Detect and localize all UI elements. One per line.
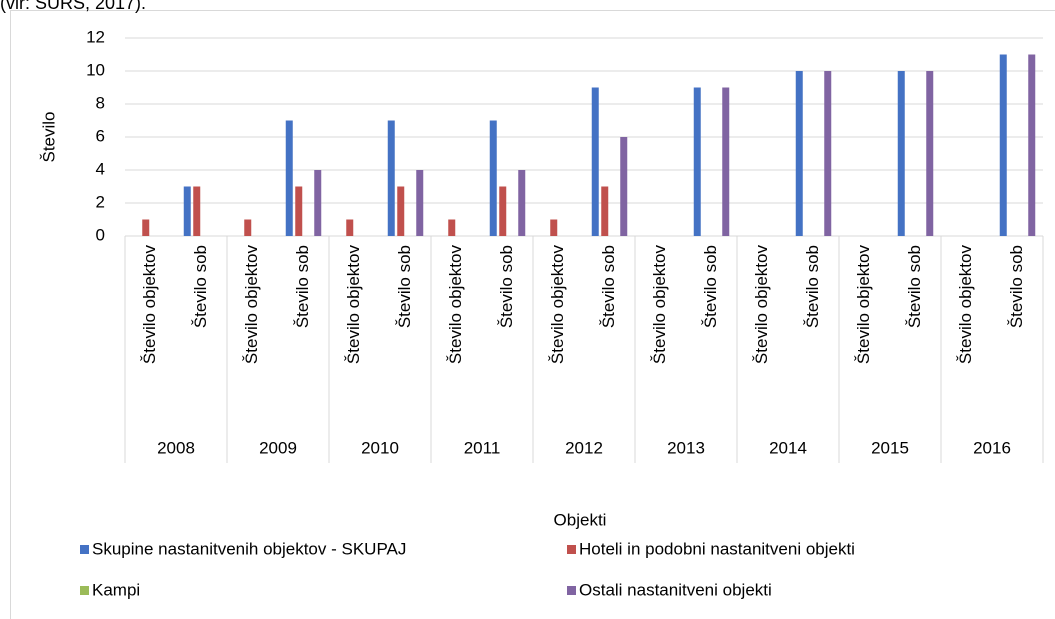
bar [448,219,456,236]
group-label: 2013 [667,438,705,457]
x-tick-label: Število sob [191,245,210,328]
x-tick-label: Število objektov [344,245,363,365]
bar [499,186,507,236]
legend-swatch [567,586,576,595]
bar [346,219,354,236]
bar [489,120,497,236]
bar [518,170,526,236]
y-tick-label: 4 [96,159,105,178]
x-tick-label: Število objektov [650,245,669,365]
legend-swatch [80,586,89,595]
x-tick-label: Število objektov [140,245,159,365]
bar [314,170,322,236]
legend-label: Kampi [92,580,140,599]
bar [295,186,303,236]
x-tick-label: Število objektov [752,245,771,365]
bar [824,71,832,236]
group-label: 2011 [464,438,501,457]
y-tick-label: 10 [86,60,105,79]
group-label: 2016 [973,438,1011,457]
group-label: 2008 [157,438,195,457]
legend-swatch [567,545,576,554]
x-tick-label: Število sob [905,245,924,328]
legend-label: Hoteli in podobni nastanitveni objekti [579,539,855,558]
bar [416,170,424,236]
bar [550,219,558,236]
legend-swatch [80,545,89,554]
x-tick-label: Število sob [395,245,414,328]
y-tick-label: 6 [96,126,105,145]
x-tick-label: Število sob [803,245,822,328]
y-tick-label: 0 [96,225,105,244]
group-label: 2009 [259,438,297,457]
x-tick-label: Število objektov [548,245,567,365]
bar [601,186,609,236]
bar [193,186,201,236]
y-tick-label: 2 [96,192,105,211]
x-tick-label: Število objektov [956,245,975,365]
chart-frame [10,10,1055,619]
bar [795,71,803,236]
x-tick-label: Število sob [293,245,312,328]
legend-label: Skupine nastanitvenih objektov - SKUPAJ [92,539,406,558]
bar [999,54,1007,236]
x-tick-label: Število sob [497,245,516,328]
x-tick-label: Število objektov [854,245,873,365]
legend-title: Objekti [554,510,607,529]
group-label: 2014 [769,438,807,457]
bar [620,137,628,236]
legend-label: Ostali nastanitveni objekti [579,580,772,599]
bar [897,71,905,236]
bar [183,186,191,236]
bar [397,186,405,236]
caption: (vir: SURS, 2017). [0,0,146,13]
bar [244,219,252,236]
bar [1028,54,1036,236]
bar [142,219,150,236]
bar [693,87,701,236]
bar [387,120,395,236]
group-label: 2015 [871,438,909,457]
bar [926,71,934,236]
x-tick-label: Število sob [1007,245,1026,328]
x-tick-label: Število sob [599,245,618,328]
y-tick-label: 8 [96,93,105,112]
x-tick-label: Število objektov [242,245,261,365]
x-tick-label: Število objektov [446,245,465,365]
x-tick-label: Število sob [701,245,720,328]
group-label: 2012 [565,438,603,457]
bar [722,87,730,236]
group-label: 2010 [361,438,399,457]
bar [285,120,293,236]
bar [591,87,599,236]
y-tick-label: 12 [86,27,105,46]
y-axis-label: Število [39,111,58,162]
